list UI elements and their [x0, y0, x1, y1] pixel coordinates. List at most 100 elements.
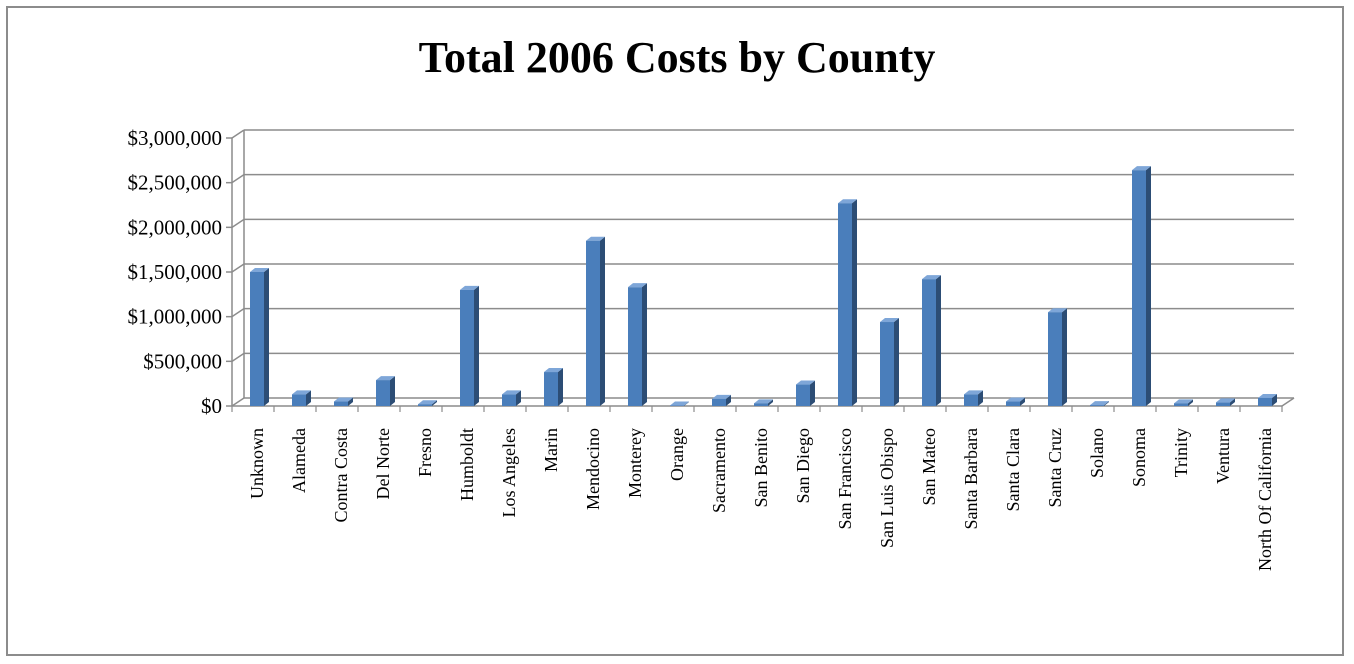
bar-top [1048, 308, 1067, 313]
bar-front [880, 322, 894, 406]
x-tick-label: Sacramento [709, 428, 729, 513]
bar-side [1104, 401, 1109, 406]
gridline-side [231, 397, 245, 407]
x-tick-label: Unknown [247, 428, 267, 499]
bar-top [628, 283, 647, 288]
bar-front [1174, 403, 1188, 406]
gridline-side [231, 129, 245, 139]
bar-top [418, 400, 437, 405]
bar-side [852, 199, 857, 406]
floor-edge [1281, 397, 1295, 407]
bar-top [334, 397, 353, 402]
y-tick-label: $1,000,000 [128, 305, 223, 329]
bar-top [922, 275, 941, 280]
bar-front [1216, 402, 1230, 406]
bar-side [1188, 399, 1193, 406]
bar-side [264, 268, 269, 406]
x-tick-label: Trinity [1171, 428, 1191, 477]
bar-front [460, 289, 474, 406]
x-tick-label: Fresno [415, 428, 435, 477]
bar-side [1146, 166, 1151, 406]
bar-front [1132, 170, 1146, 406]
bar-side [810, 380, 815, 406]
bar-side [306, 390, 311, 406]
bar [838, 199, 857, 406]
bar-top [502, 390, 521, 395]
y-tick-label: $2,000,000 [128, 215, 223, 239]
x-tick-label: Del Norte [373, 428, 393, 499]
gridline-side [231, 218, 245, 228]
x-tick-label: Contra Costa [331, 428, 351, 523]
bar [1216, 398, 1235, 406]
bar [922, 275, 941, 406]
bar [376, 376, 395, 406]
bar [250, 268, 269, 406]
x-tick-label: Los Angeles [499, 428, 519, 518]
bar [502, 390, 521, 406]
bar-front [838, 203, 852, 406]
bar-top [1006, 397, 1025, 402]
y-tick-labels: $0 $500,000 $1,000,000 $1,500,000 $2,000,000… [128, 126, 223, 418]
gridlines [231, 129, 1294, 407]
bar [754, 399, 773, 406]
bar-side [768, 399, 773, 406]
x-tick-label: Ventura [1213, 428, 1233, 484]
bar-side [726, 394, 731, 406]
bar-side [348, 397, 353, 406]
bar [1174, 399, 1193, 406]
gridline-side [231, 308, 245, 318]
x-tick-label: San Luis Obispo [877, 428, 897, 548]
bar-side [516, 390, 521, 406]
bar-side [978, 390, 983, 406]
bar [796, 380, 815, 406]
bar-front [292, 394, 306, 406]
bar [334, 397, 353, 406]
bar-front [964, 394, 978, 406]
bar-top [460, 285, 479, 290]
x-tick-label: San Diego [793, 428, 813, 504]
bar-front [754, 403, 768, 406]
bar-side [1020, 397, 1025, 406]
bar-top [838, 199, 857, 204]
bar-top [712, 394, 731, 399]
x-tick-label: Sonoma [1129, 428, 1149, 487]
bar-side [1272, 393, 1277, 406]
gridline-side [231, 263, 245, 273]
bar [292, 390, 311, 406]
bar-side [558, 368, 563, 406]
x-tick-label: Monterey [625, 428, 645, 498]
bar [880, 318, 899, 406]
bar-top [796, 380, 815, 385]
bar-side [390, 376, 395, 406]
y-tick-label: $1,500,000 [128, 260, 223, 284]
bar-top [1090, 401, 1109, 406]
bar-top [544, 368, 563, 373]
bar-side [642, 283, 647, 406]
bar-top [1174, 399, 1193, 404]
x-tick-label: San Francisco [835, 428, 855, 529]
bar-front [712, 398, 726, 406]
bar [544, 368, 563, 406]
bar-side [936, 275, 941, 406]
bar-front [544, 372, 558, 406]
bar [670, 401, 689, 406]
chart-frame [6, 6, 1344, 656]
y-tick-label: $0 [201, 394, 222, 418]
bar [460, 285, 479, 406]
y-tick-label: $500,000 [143, 349, 222, 373]
bar-side [432, 400, 437, 406]
chart-title: Total 2006 Costs by County [418, 33, 936, 82]
bar-front [418, 404, 432, 406]
bar [628, 283, 647, 406]
x-tick-label: Marin [541, 428, 561, 472]
x-tick-label: Solano [1087, 428, 1107, 478]
bar-front [1090, 405, 1104, 406]
x-tick-label: Mendocino [583, 428, 603, 510]
bar [586, 236, 605, 406]
bar-top [670, 401, 689, 406]
bar-side [474, 285, 479, 406]
x-tick-label: Santa Cruz [1045, 428, 1065, 507]
x-tick-label: North Of California [1255, 428, 1275, 571]
bar-top [880, 318, 899, 323]
x-tick-label: Humboldt [457, 428, 477, 501]
